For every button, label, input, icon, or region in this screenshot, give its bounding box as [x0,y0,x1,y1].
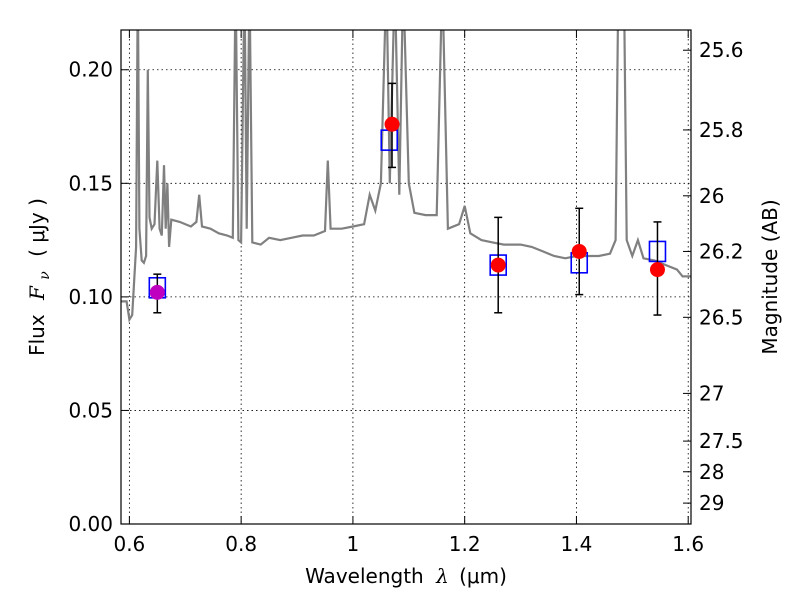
y2-tick-label: 29 [699,491,724,515]
observed-point [149,284,165,300]
markers [148,82,667,316]
x-tick-label: 0.6 [113,532,145,556]
y-tick-label: 0.20 [68,58,113,82]
observed-point [384,116,400,132]
y2-tick-label: 25.6 [699,38,744,62]
y2-tick-label: 26.5 [699,305,744,329]
x-tick-label: 1 [347,532,360,556]
observed-point [649,262,665,278]
observed-point [571,243,587,259]
y2-tick-label: 28 [699,460,724,484]
plot-frame [120,29,692,525]
y-tick-label: 0.00 [68,512,113,536]
y-axis-label: Flux F ν ( μJy ) [25,198,54,356]
observed-point [490,257,506,273]
y2-tick-label: 26.2 [699,239,744,263]
y2-tick-label: 26 [699,184,724,208]
y-tick-label: 0.05 [68,398,113,422]
y2-tick-label: 27.5 [699,429,744,453]
y2-tick-label: 27 [699,381,724,405]
x-tick-label: 1.6 [672,532,704,556]
x-tick-label: 1.2 [449,532,481,556]
y-tick-label: 0.15 [68,171,113,195]
y2-axis-label: Magnitude (AB) [758,199,782,354]
x-tick-label: 1.4 [561,532,593,556]
x-tick-label: 0.8 [225,532,257,556]
y2-tick-label: 25.8 [699,118,744,142]
y-tick-label: 0.10 [68,285,113,309]
ticks: 0.6 0.8 1 1.2 1.4 1.6 0.00 0.05 0.10 0.15 0.20 25.6… [68,30,744,556]
x-axis-label: Wavelength λ (μm) [305,564,507,588]
